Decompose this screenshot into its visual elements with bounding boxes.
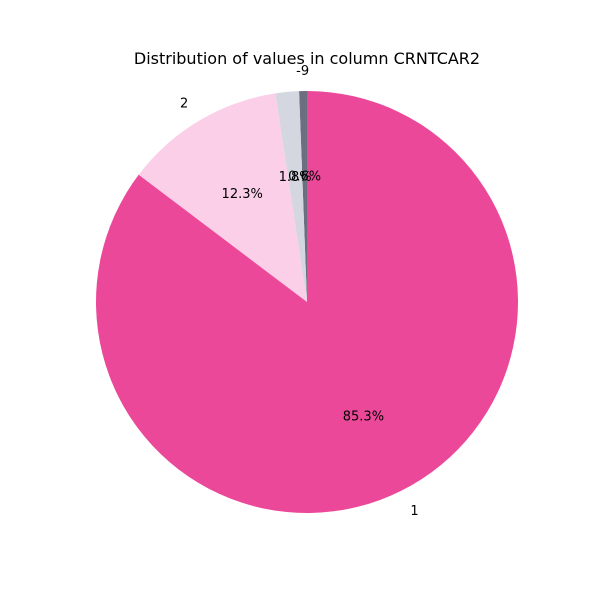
chart-title: Distribution of values in column CRNTCAR… <box>134 49 480 68</box>
pie-pct-label-2: 12.3% <box>222 187 263 202</box>
pie-slice-1 <box>275 91 307 302</box>
pie-slices <box>96 91 519 513</box>
pie-pct-label-0: 0.6% <box>288 169 321 184</box>
pie-pct-label-3: 85.3% <box>343 409 384 424</box>
pie-pct-label-1: 1.8% <box>279 170 312 185</box>
pie-category-label-3: 1 <box>410 504 418 519</box>
pie-slice-0 <box>299 91 307 302</box>
pie-slice-2 <box>138 93 307 302</box>
pie-slice-3 <box>96 91 519 513</box>
pie-labels: 0.6% -9 1.8% 12.3% 2 85.3% 1 <box>180 64 419 519</box>
pie-category-label-0: -9 <box>296 64 309 79</box>
pie-category-label-2: 2 <box>180 97 188 112</box>
